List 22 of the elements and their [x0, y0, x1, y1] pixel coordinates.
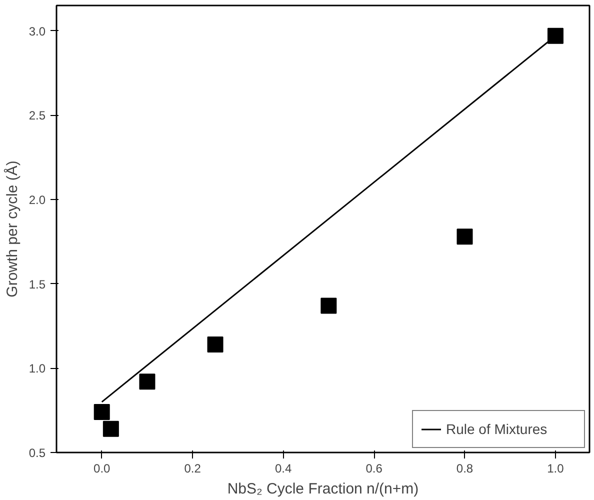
point — [139, 374, 156, 390]
x-tick-label: 1.0 — [547, 462, 564, 476]
point — [207, 336, 224, 353]
y-tick-label: 2.0 — [28, 192, 46, 207]
point — [94, 404, 110, 420]
y-axis-title: Growth per cycle (Å) — [2, 160, 21, 298]
legend-label: Rule of Mixtures — [446, 421, 548, 437]
y-tick-label: 2.5 — [28, 108, 46, 123]
x-tick-label: 0.2 — [184, 462, 202, 476]
point — [320, 298, 337, 314]
point — [547, 28, 564, 44]
x-tick-label: 0.0 — [94, 462, 111, 476]
point — [456, 228, 473, 245]
y-tick-label: 1.5 — [28, 277, 46, 292]
x-axis-title: NbS₂ Cycle Fraction n/(n+m) — [227, 480, 419, 498]
x-tick-label: 0.8 — [456, 462, 474, 476]
y-tick-label: 1.0 — [28, 362, 46, 376]
y-tick-label: 3.0 — [28, 24, 46, 38]
point — [102, 420, 119, 437]
x-tick-label: 0.4 — [274, 462, 292, 476]
x-tick-label: 0.6 — [366, 462, 383, 476]
y-tick-label: 0.5 — [28, 446, 46, 460]
